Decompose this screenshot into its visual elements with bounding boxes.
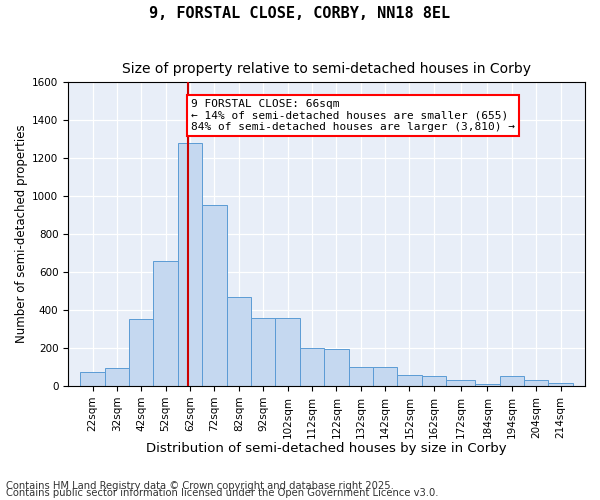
Bar	[275, 318, 300, 386]
Bar	[324, 349, 349, 386]
Bar	[178, 142, 202, 386]
Bar	[105, 368, 129, 386]
Bar	[251, 318, 275, 386]
Bar	[397, 374, 422, 386]
Title: Size of property relative to semi-detached houses in Corby: Size of property relative to semi-detach…	[122, 62, 531, 76]
Bar	[500, 376, 524, 386]
Text: Contains HM Land Registry data © Crown copyright and database right 2025.: Contains HM Land Registry data © Crown c…	[6, 481, 394, 491]
Bar	[154, 260, 178, 386]
Y-axis label: Number of semi-detached properties: Number of semi-detached properties	[15, 124, 28, 343]
Text: 9, FORSTAL CLOSE, CORBY, NN18 8EL: 9, FORSTAL CLOSE, CORBY, NN18 8EL	[149, 6, 451, 21]
Bar	[548, 383, 573, 386]
Bar	[422, 376, 446, 386]
Bar	[227, 296, 251, 386]
Bar	[349, 367, 373, 386]
Bar	[300, 348, 324, 386]
Bar	[129, 320, 154, 386]
Bar	[475, 384, 500, 386]
Text: 9 FORSTAL CLOSE: 66sqm
← 14% of semi-detached houses are smaller (655)
84% of se: 9 FORSTAL CLOSE: 66sqm ← 14% of semi-det…	[191, 99, 515, 132]
Bar	[373, 367, 397, 386]
X-axis label: Distribution of semi-detached houses by size in Corby: Distribution of semi-detached houses by …	[146, 442, 507, 455]
Bar	[446, 380, 475, 386]
Bar	[202, 206, 227, 386]
Bar	[80, 372, 105, 386]
Bar	[524, 380, 548, 386]
Text: Contains public sector information licensed under the Open Government Licence v3: Contains public sector information licen…	[6, 488, 439, 498]
